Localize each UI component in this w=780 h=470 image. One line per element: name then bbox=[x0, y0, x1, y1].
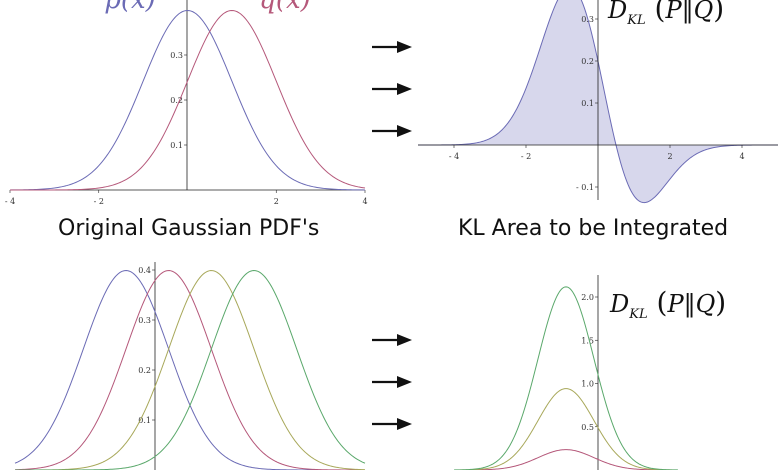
kl-title-bottom: DKL (P‖Q) bbox=[609, 286, 726, 322]
caption-kl-area: KL Area to be Integrated bbox=[458, 216, 729, 241]
y-tick-label: 1.0 bbox=[581, 380, 594, 389]
kl-title: DKL (P‖Q) bbox=[607, 0, 724, 28]
arrow-icon bbox=[397, 41, 412, 53]
curve-shift1 bbox=[454, 449, 678, 470]
y-tick-label: 0.2 bbox=[581, 57, 594, 66]
y-tick-label: 2.0 bbox=[581, 293, 594, 302]
transform-arrows bbox=[372, 41, 412, 430]
y-tick-label: 0.3 bbox=[138, 316, 151, 325]
x-tick-label: 4 bbox=[362, 197, 367, 206]
curve-q1 bbox=[14, 270, 365, 470]
y-tick-label: 0.1 bbox=[138, 416, 151, 425]
x-tick-label: - 2 bbox=[94, 197, 104, 206]
y-tick-label: - 0.1 bbox=[576, 183, 594, 192]
arrow-icon bbox=[397, 376, 412, 388]
curve-shift3 bbox=[453, 286, 679, 470]
panel-shifted-gaussians: 0.1 0.2 0.3 0.4 bbox=[14, 262, 366, 470]
x-tick-label: 2 bbox=[274, 197, 279, 206]
y-tick-label: 0.4 bbox=[138, 266, 151, 275]
curve-shift2 bbox=[454, 388, 678, 470]
y-tick-label: 0.3 bbox=[170, 51, 183, 60]
y-tick-label: 0.5 bbox=[581, 423, 594, 432]
curve-q3 bbox=[15, 270, 366, 470]
y-tick-label: 0.2 bbox=[170, 96, 183, 105]
caption-original-gaussian-pdfs: Original Gaussian PDF's bbox=[58, 216, 320, 241]
label-p-x: p(x) bbox=[104, 0, 156, 15]
y-tick-label: 0.1 bbox=[581, 99, 594, 108]
arrow-icon bbox=[397, 83, 412, 95]
arrow-icon bbox=[397, 125, 412, 137]
x-tick-label: - 4 bbox=[5, 197, 15, 206]
arrow-icon bbox=[397, 418, 412, 430]
y-tick-label: 0.3 bbox=[581, 15, 594, 24]
x-tick-label: - 4 bbox=[449, 152, 459, 161]
y-tick-label: 1.5 bbox=[581, 336, 594, 345]
curve-q2 bbox=[15, 270, 366, 470]
panel-kl-area: - 4 - 2 2 4 - 0.1 0.1 0.2 0.3 DKL (P‖Q) bbox=[418, 0, 778, 204]
y-tick-label: 0.2 bbox=[138, 366, 151, 375]
panel-original-gaussians: - 4 - 2 2 4 0.1 0.2 0.3 p(x) q(x) bbox=[5, 0, 368, 206]
x-tick-label: 2 bbox=[667, 152, 672, 161]
arrow-icon bbox=[397, 334, 412, 346]
x-tick-label: - 2 bbox=[521, 152, 531, 161]
panel-kl-shifted: 0.5 1.0 1.5 2.0 DKL (P‖Q) bbox=[453, 275, 726, 470]
y-tick-label: 0.1 bbox=[170, 141, 183, 150]
curve-qx bbox=[10, 9, 366, 191]
curve-px bbox=[9, 9, 366, 191]
x-tick-label: 4 bbox=[739, 152, 744, 161]
label-q-x: q(x) bbox=[259, 0, 311, 15]
curve-p bbox=[14, 270, 365, 470]
